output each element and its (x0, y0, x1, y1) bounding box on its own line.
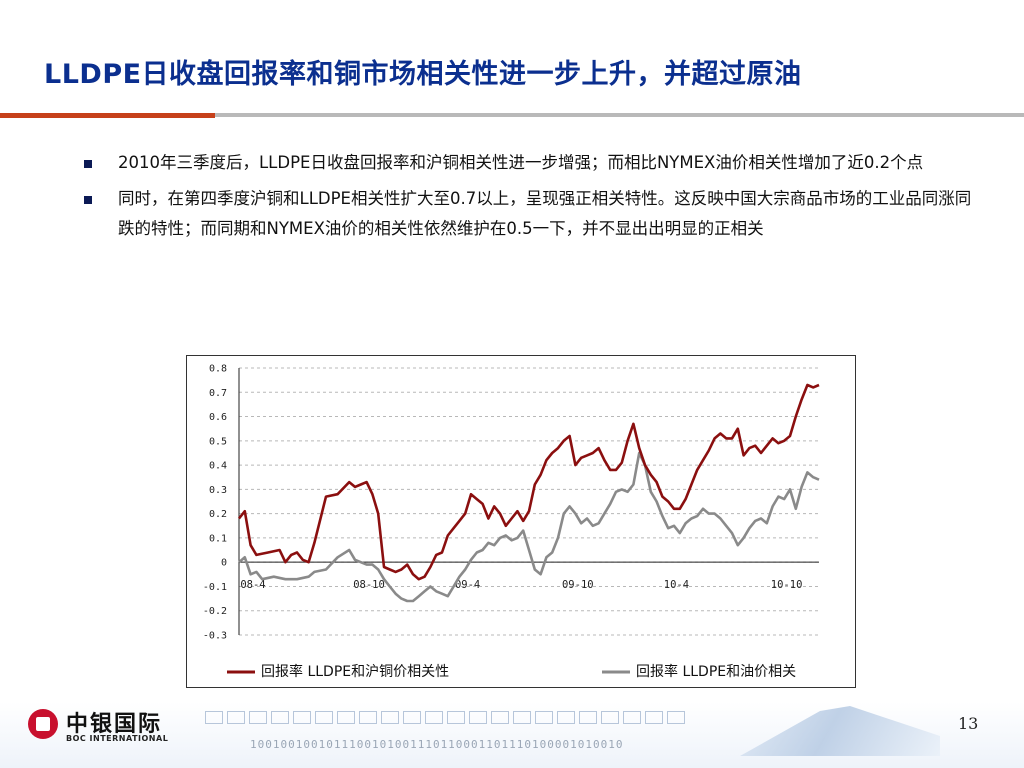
y-tick-label: 0.1 (209, 533, 227, 544)
footer-binary-strip: 1001001001011100101001110110001101110100… (250, 738, 624, 751)
y-tick-label: 0.4 (209, 461, 227, 472)
x-tick-label: 10-10 (771, 579, 803, 591)
boc-logo-icon (28, 709, 58, 739)
y-tick-label: 0.7 (209, 388, 227, 399)
series-line (238, 451, 820, 603)
bullet-text: 同时，在第四季度沪铜和LLDPE相关性扩大至0.7以上，呈现强正相关特性。这反映… (118, 189, 972, 238)
bullet-square-icon (84, 160, 92, 168)
x-tick-label: 10-4 (664, 579, 689, 591)
logo-cn: 中银国际 (66, 712, 163, 737)
y-tick-label: 0 (221, 558, 227, 569)
x-tick-label: 09-10 (562, 579, 594, 591)
x-tick-label: 08-10 (353, 579, 385, 591)
y-tick-label: 0.5 (209, 436, 227, 447)
bullet-square-icon (84, 196, 92, 204)
slide-title: LLDPE日收盘回报率和铜市场相关性进一步上升，并超过原油 (44, 59, 802, 90)
legend-label: 回报率 LLDPE和沪铜价相关性 (261, 663, 449, 680)
x-tick-label: 09-4 (455, 579, 480, 591)
title-accent-bar (0, 113, 215, 118)
y-tick-label: -0.3 (203, 631, 227, 642)
y-tick-label: 0.6 (209, 412, 227, 423)
bullet-item: 2010年三季度后，LLDPE日收盘回报率和沪铜相关性进一步增强；而相比NYME… (84, 148, 984, 178)
title-divider (0, 113, 1024, 117)
series-line (237, 383, 820, 581)
legend-label: 回报率 LLDPE和油价相关 (636, 663, 796, 680)
y-tick-label: 0.8 (209, 364, 227, 375)
bullet-list: 2010年三季度后，LLDPE日收盘回报率和沪铜相关性进一步增强；而相比NYME… (84, 148, 984, 250)
bullet-text: 2010年三季度后，LLDPE日收盘回报率和沪铜相关性进一步增强；而相比NYME… (118, 153, 924, 172)
x-tick-label: 08-4 (240, 579, 265, 591)
bullet-item: 同时，在第四季度沪铜和LLDPE相关性扩大至0.7以上，呈现强正相关特性。这反映… (84, 184, 984, 244)
logo-en: BOC INTERNATIONAL (66, 734, 169, 743)
y-tick-label: 0.3 (209, 485, 227, 496)
footer-decoration (205, 711, 725, 733)
y-tick-label: 0.2 (209, 509, 227, 520)
y-tick-label: -0.1 (203, 582, 227, 593)
chart-svg: 0.8 0.7 0.6 0.5 0.4 0.3 0.2 0.1 0 -0.1 -0.2 -0.3 08-… (203, 364, 820, 680)
correlation-chart: 0.8 0.7 0.6 0.5 0.4 0.3 0.2 0.1 0 -0.1 -0.2 -0.3 08-… (186, 355, 856, 688)
page-number: 13 (958, 714, 979, 733)
y-tick-label: -0.2 (203, 606, 227, 617)
